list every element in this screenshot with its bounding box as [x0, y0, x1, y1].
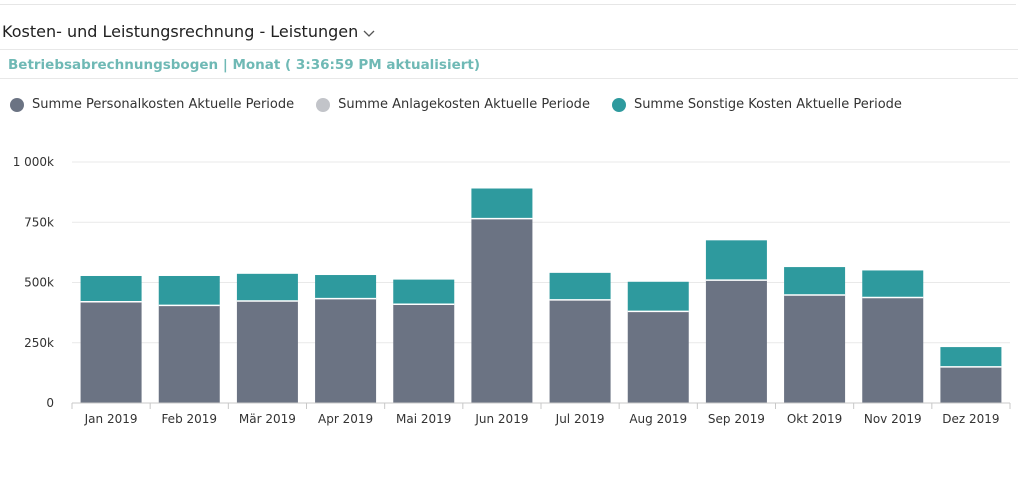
x-tick-label: Dez 2019: [942, 412, 999, 426]
bar-sonstige-kosten[interactable]: [940, 347, 1002, 367]
chart-subtitle[interactable]: Betriebsabrechnungsbogen | Monat ( 3:36:…: [8, 57, 481, 73]
x-tick-label: Jun 2019: [474, 412, 528, 426]
legend-dot: [611, 97, 626, 112]
bar-personalkosten[interactable]: [393, 304, 455, 403]
chevron-down-icon[interactable]: [362, 25, 376, 39]
x-tick-label: Nov 2019: [864, 412, 922, 426]
legend-dot: [316, 97, 331, 112]
bar-personalkosten[interactable]: [158, 305, 220, 403]
x-tick-label: Sep 2019: [708, 412, 765, 426]
bar-sonstige-kosten[interactable]: [862, 270, 924, 298]
legend-dot: [10, 97, 24, 112]
chart-header[interactable]: Kosten- und Leistungsrechnung - Leistung…: [2, 22, 376, 41]
legend: Summe Personalkosten Aktuelle Periode Su…: [10, 97, 924, 112]
page-title[interactable]: Kosten- und Leistungsrechnung - Leistung…: [2, 22, 359, 41]
bar-personalkosten[interactable]: [627, 311, 689, 403]
bar-sonstige-kosten[interactable]: [627, 281, 689, 312]
legend-item-anlagekosten[interactable]: Summe Anlagekosten Aktuelle Periode: [316, 97, 590, 112]
legend-label: Summe Personalkosten Aktuelle Periode: [32, 97, 295, 112]
x-tick-label: Aug 2019: [629, 412, 687, 426]
y-tick-label: 1 000k: [13, 155, 54, 169]
x-tick-label: Mär 2019: [239, 412, 296, 426]
bar-sonstige-kosten[interactable]: [393, 279, 455, 305]
bar-personalkosten[interactable]: [315, 298, 377, 403]
bar-personalkosten[interactable]: [705, 280, 767, 403]
bar-sonstige-kosten[interactable]: [705, 240, 767, 281]
subtitle-bar: [0, 49, 1018, 79]
legend-item-personalkosten[interactable]: Summe Personalkosten Aktuelle Periode: [10, 97, 294, 112]
y-tick-label: 750k: [24, 215, 54, 229]
top-divider: [0, 4, 1016, 5]
y-tick-label: 250k: [24, 336, 54, 350]
bar-personalkosten[interactable]: [471, 218, 533, 403]
x-tick-label: Apr 2019: [318, 412, 373, 426]
bar-sonstige-kosten[interactable]: [315, 275, 377, 299]
legend-label: Summe Anlagekosten Aktuelle Periode: [338, 97, 590, 112]
bar-sonstige-kosten[interactable]: [549, 272, 611, 300]
x-tick-label: Mai 2019: [396, 412, 451, 426]
bar-sonstige-kosten[interactable]: [236, 273, 298, 302]
bar-personalkosten[interactable]: [80, 301, 142, 403]
y-tick-label: 500k: [24, 276, 54, 290]
bar-personalkosten[interactable]: [236, 301, 298, 403]
bar-personalkosten[interactable]: [940, 366, 1002, 403]
bar-personalkosten[interactable]: [862, 297, 924, 403]
x-tick-label: Jan 2019: [84, 412, 138, 426]
x-tick-label: Okt 2019: [787, 412, 842, 426]
bar-sonstige-kosten[interactable]: [80, 275, 142, 302]
bar-sonstige-kosten[interactable]: [784, 267, 846, 296]
x-tick-label: Jul 2019: [555, 412, 605, 426]
bar-personalkosten[interactable]: [549, 299, 611, 403]
bar-personalkosten[interactable]: [784, 295, 846, 403]
legend-item-sonstige-kosten[interactable]: Summe Sonstige Kosten Aktuelle Periode: [611, 97, 902, 112]
bar-sonstige-kosten[interactable]: [471, 188, 533, 219]
x-tick-label: Feb 2019: [161, 412, 217, 426]
bar-sonstige-kosten[interactable]: [158, 275, 220, 306]
y-tick-label: 0: [46, 396, 54, 410]
legend-label: Summe Sonstige Kosten Aktuelle Periode: [633, 97, 902, 112]
